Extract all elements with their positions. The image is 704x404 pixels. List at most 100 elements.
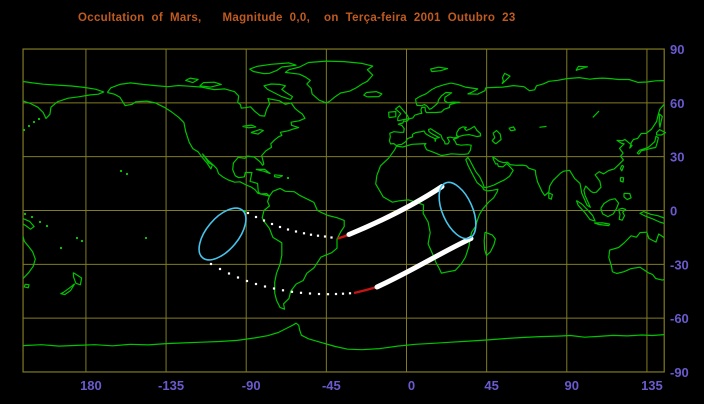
south-limit-daytime-dot <box>245 279 249 283</box>
coastline-australia-west <box>608 231 665 281</box>
coastline-svalbard <box>430 66 449 73</box>
coastline-victoria-island <box>199 81 222 88</box>
coastline-new-guinea-west <box>639 211 665 224</box>
island-dot <box>24 213 26 215</box>
island-dot <box>33 121 35 123</box>
east-rise-set-ellipse <box>438 181 477 240</box>
coastline-cuba <box>255 168 271 175</box>
north-limit-daytime-dot <box>302 232 306 235</box>
island-dot <box>31 216 33 218</box>
coastline-nz-south-island <box>60 283 76 296</box>
island-dot <box>28 125 30 127</box>
lat-label: -30 <box>670 257 689 272</box>
lon-label: 135 <box>641 378 663 393</box>
lat-label: 90 <box>670 42 684 57</box>
north-limit-daytime-dot <box>323 235 327 238</box>
south-limit-daytime-dot <box>299 291 303 294</box>
south-limit-visible <box>374 236 474 290</box>
coastline-south-america <box>261 187 345 310</box>
lon-label: 0 <box>408 378 415 393</box>
island-dot <box>244 210 246 212</box>
coastline-mindanao <box>623 192 632 201</box>
south-limit-daytime-dot <box>218 267 222 271</box>
north-limit-daytime-dot <box>278 225 282 229</box>
coastline-lake-balkhash <box>539 125 547 128</box>
coastline-taiwan <box>619 164 625 172</box>
south-limit-daytime-dot <box>209 262 213 266</box>
island-dot <box>120 170 122 172</box>
south-limit-daytime-dot <box>308 292 312 295</box>
south-limit-daytime-dot <box>263 285 267 288</box>
coastline-chukotka-kamchatka <box>22 80 105 120</box>
north-limit-daytime-dot <box>330 236 333 239</box>
coastline-iceland <box>363 90 383 98</box>
north-limit-daytime-dot <box>270 222 274 226</box>
lat-label: 60 <box>670 96 684 111</box>
coastline-ireland <box>388 110 397 119</box>
coastline-borneo <box>600 198 620 218</box>
south-limit-daytime-dot <box>254 282 258 286</box>
south-limit-daytime-dot <box>326 293 330 296</box>
coastline-luzon <box>619 176 625 183</box>
lon-label: -90 <box>242 378 261 393</box>
north-limit-daytime-dot <box>309 233 313 236</box>
map-title: Occultation of Mars, Magnitude 0,0, on T… <box>78 12 516 24</box>
lat-label: -90 <box>670 365 689 380</box>
lon-label: 90 <box>565 378 579 393</box>
map-frame <box>22 48 665 373</box>
coastline-novaya-zemlya <box>501 72 511 85</box>
island-dot <box>60 247 62 249</box>
coastline-ellesmere <box>249 62 297 75</box>
island-dot <box>76 237 78 239</box>
coastline-new-guinea-east <box>22 218 35 230</box>
north-limit-daytime-dot <box>262 219 266 222</box>
coastline-hokkaido <box>655 129 667 136</box>
coastline-nz-north-island <box>72 272 83 286</box>
island-dot <box>126 173 128 175</box>
coastline-sri-lanka <box>548 192 554 200</box>
west-rise-set-ellipse <box>198 207 247 261</box>
lat-label: 0 <box>670 204 677 219</box>
north-limit-visible <box>346 184 445 237</box>
island-dot <box>39 221 41 223</box>
lon-label: 180 <box>80 378 102 393</box>
island-dot <box>81 240 83 242</box>
lat-label: 30 <box>670 150 684 165</box>
coastline-banks-island <box>185 77 199 84</box>
south-limit-daytime-dot <box>317 292 321 296</box>
coastline-tasmania <box>23 283 30 289</box>
north-limit-daytime-dot <box>254 215 258 219</box>
coastline-severnaya-zemlya <box>575 65 589 71</box>
coastline-honshu <box>636 135 659 155</box>
coastline-lake-michigan-huron <box>250 129 264 135</box>
coastline-lake-baikal <box>592 110 600 118</box>
north-limit-daytime-dot <box>316 234 320 237</box>
coastline-sakhalin <box>658 113 663 128</box>
south-limit-daytime-dot <box>290 290 294 293</box>
coastline-north-america <box>106 82 306 197</box>
coastline-great-britain <box>394 105 410 122</box>
coastline-madagascar <box>483 231 496 257</box>
island-dot <box>38 118 40 120</box>
south-limit-daytime-dot <box>227 272 231 275</box>
south-limit-twilight <box>353 285 378 295</box>
lat-label: -60 <box>670 311 689 326</box>
north-limit-daytime-dot <box>246 211 250 215</box>
coastline-sulawesi <box>618 207 627 221</box>
lon-label: -45 <box>322 378 341 393</box>
south-limit-daytime-dot <box>236 276 240 279</box>
island-dot <box>145 237 147 239</box>
coastline-baffin <box>263 83 294 101</box>
south-limit-daytime-dot <box>272 287 276 290</box>
coastline-antarctica <box>23 322 665 351</box>
island-dot <box>23 129 25 131</box>
coastline-hispaniola <box>273 174 284 179</box>
north-limit-daytime-dot <box>294 230 298 233</box>
lon-label: -135 <box>158 378 184 393</box>
south-limit-daytime-dot <box>334 292 338 296</box>
coastline-sumatra <box>575 199 596 222</box>
coastline-aral-sea <box>508 126 516 132</box>
lon-label: 45 <box>484 378 498 393</box>
